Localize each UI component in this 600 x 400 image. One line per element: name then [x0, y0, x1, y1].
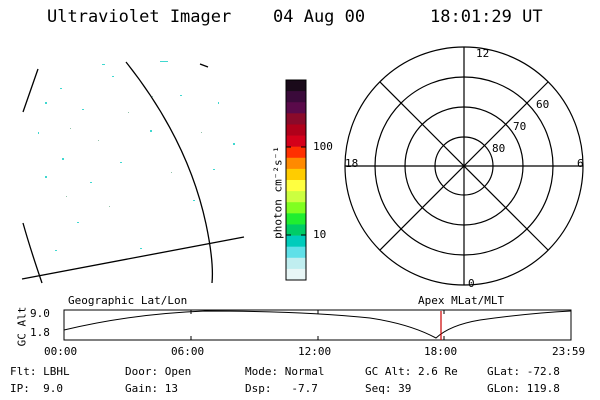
date-label: 04 Aug 00 [273, 7, 366, 27]
colorbar-band [286, 224, 306, 237]
colorbar-band [286, 213, 306, 225]
door-status: Door: Open [125, 365, 192, 378]
polar-axis [379, 81, 549, 251]
timeline-x-tick-1200: 12:00 [298, 345, 332, 358]
timeline-y-tick-1-8: 1.8 [30, 326, 50, 339]
lat-label-70: 70 [513, 120, 527, 133]
glat-status: GLat: -72.8 [487, 365, 560, 378]
timeline-left-title: Geographic Lat/Lon [68, 294, 188, 307]
geographic-grid-line [125, 61, 214, 284]
colorbar-tick-100: 100 [313, 140, 333, 153]
colorbar-band [286, 124, 306, 137]
colorbar-band [286, 191, 306, 203]
mlt-label-18: 18 [345, 157, 359, 170]
geographic-grid-line [22, 222, 43, 284]
colorbar-tick-10: 10 [313, 228, 327, 241]
geographic-grid-line [21, 236, 245, 280]
timeline-y-label: GC Alt [15, 306, 29, 347]
polar-circle [434, 136, 494, 196]
colorbar-band [286, 268, 306, 281]
colorbar-unit-label: photon cm⁻²s⁻¹ [271, 146, 285, 239]
colorbar-band [286, 113, 306, 125]
mlt-label-6: 6 [577, 157, 584, 170]
gc-alt-status: GC Alt: 2.6 Re [365, 365, 458, 378]
lat-label-60: 60 [536, 98, 550, 111]
aurora-speckles [38, 61, 235, 251]
timeline-x-tick-0000: 00:00 [44, 345, 78, 358]
dsp-status: Dsp: -7.7 [245, 382, 318, 395]
polar-axis [379, 81, 549, 251]
ip-status: IP: 9.0 [10, 382, 63, 395]
timeline-x-tick-2359: 23:59 [552, 345, 586, 358]
instrument-title: Ultraviolet Imager [47, 7, 232, 27]
colorbar-band [286, 202, 306, 214]
colorbar-band [286, 80, 306, 92]
altitude-curve [63, 310, 572, 339]
colorbar-band [286, 257, 306, 270]
colorbar-band [286, 135, 306, 148]
timeline-right-title: Apex MLat/MLT [418, 294, 505, 307]
lat-label-80: 80 [492, 142, 506, 155]
colorbar-band [286, 168, 306, 181]
colorbar-gradient [286, 80, 306, 281]
timeline-x-tick-0600: 06:00 [171, 345, 205, 358]
colorbar-band [286, 91, 306, 103]
colorbar-band [286, 102, 306, 114]
polar-circle [374, 76, 554, 256]
seq-status: Seq: 39 [365, 382, 412, 395]
colorbar-band [286, 235, 306, 248]
mlt-label-0: 0 [468, 277, 475, 290]
polar-circle [404, 106, 524, 226]
geographic-grid-line [199, 63, 209, 68]
timeline-y-tick-9: 9.0 [30, 307, 50, 320]
colorbar-band [286, 180, 306, 192]
mode-status: Mode: Normal [245, 365, 325, 378]
colorbar-band [286, 157, 306, 170]
glon-status: GLon: 119.8 [487, 382, 560, 395]
mlt-label-12: 12 [476, 47, 490, 60]
timeline-x-tick-1800: 18:00 [424, 345, 458, 358]
colorbar-band [286, 146, 306, 159]
geographic-grid-line [22, 68, 39, 113]
time-label: 18:01:29 UT [430, 7, 543, 27]
filter-status: Flt: LBHL [10, 365, 70, 378]
colorbar-band [286, 246, 306, 259]
polar-circle [344, 46, 584, 286]
gain-status: Gain: 13 [125, 382, 178, 395]
